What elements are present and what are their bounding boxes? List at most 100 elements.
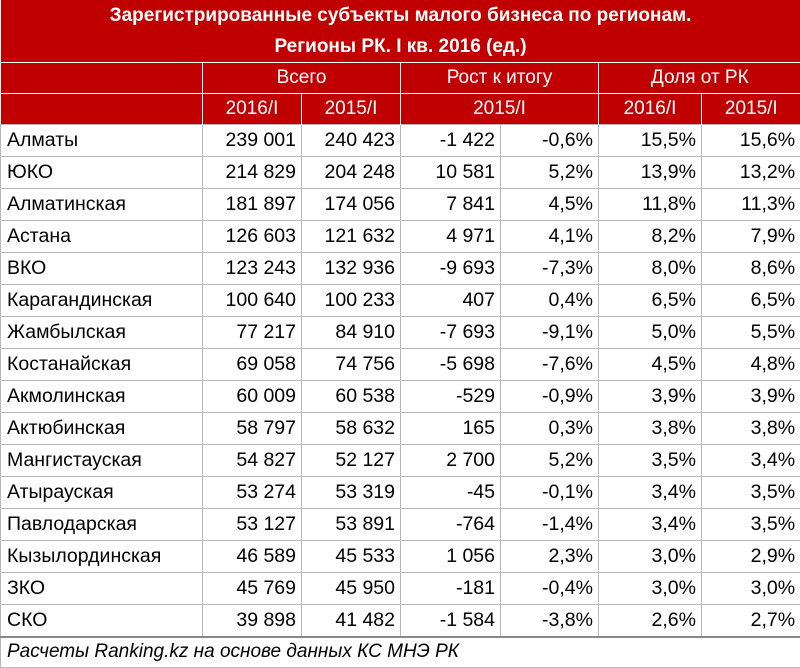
growth-pct-cell: 0,3% (501, 413, 599, 445)
total-2015-cell: 121 632 (302, 221, 401, 253)
share-2016-cell: 2,6% (599, 605, 702, 638)
share-2016-cell: 3,8% (599, 413, 702, 445)
total-2016-cell: 239 001 (203, 125, 302, 157)
share-2015-cell: 15,6% (702, 125, 800, 157)
share-2015-cell: 3,0% (702, 573, 800, 605)
total-2016-cell: 39 898 (203, 605, 302, 638)
region-name-cell: Актюбинская (1, 413, 203, 445)
sub-header-share-2015: 2015/I (702, 94, 800, 125)
region-name-cell: СКО (1, 605, 203, 638)
growth-pct-cell: -0,9% (501, 381, 599, 413)
total-2015-cell: 204 248 (302, 157, 401, 189)
total-2015-cell: 60 538 (302, 381, 401, 413)
total-2015-cell: 58 632 (302, 413, 401, 445)
total-2015-cell: 174 056 (302, 189, 401, 221)
growth-pct-cell: -7,3% (501, 253, 599, 285)
total-2015-cell: 45 533 (302, 541, 401, 573)
share-2015-cell: 11,3% (702, 189, 800, 221)
growth-abs-cell: 165 (401, 413, 501, 445)
share-2015-cell: 5,5% (702, 317, 800, 349)
share-2015-cell: 2,9% (702, 541, 800, 573)
growth-abs-cell: -181 (401, 573, 501, 605)
growth-abs-cell: -5 698 (401, 349, 501, 381)
total-2016-cell: 46 589 (203, 541, 302, 573)
share-2016-cell: 8,0% (599, 253, 702, 285)
share-2015-cell: 13,2% (702, 157, 800, 189)
growth-abs-cell: 4 971 (401, 221, 501, 253)
total-2016-cell: 53 127 (203, 509, 302, 541)
total-2015-cell: 74 756 (302, 349, 401, 381)
share-2016-cell: 8,2% (599, 221, 702, 253)
total-2015-cell: 84 910 (302, 317, 401, 349)
region-name-cell: Атырауская (1, 477, 203, 509)
table-title-line1: Зарегистрированные субъекты малого бизне… (1, 0, 800, 31)
total-2016-cell: 45 769 (203, 573, 302, 605)
growth-pct-cell: -1,4% (501, 509, 599, 541)
total-2016-cell: 126 603 (203, 221, 302, 253)
share-2016-cell: 13,9% (599, 157, 702, 189)
region-name-cell: Жамбылская (1, 317, 203, 349)
share-2016-cell: 6,5% (599, 285, 702, 317)
header-blank-cell (1, 63, 203, 94)
source-note: Расчеты Ranking.kz на основе данных КС М… (1, 637, 800, 667)
share-2015-cell: 3,5% (702, 477, 800, 509)
total-2016-cell: 77 217 (203, 317, 302, 349)
growth-pct-cell: 5,2% (501, 445, 599, 477)
region-name-cell: Астана (1, 221, 203, 253)
share-2015-cell: 3,5% (702, 509, 800, 541)
share-2016-cell: 3,9% (599, 381, 702, 413)
total-2015-cell: 41 482 (302, 605, 401, 638)
growth-abs-cell: 10 581 (401, 157, 501, 189)
growth-pct-cell: -9,1% (501, 317, 599, 349)
growth-abs-cell: -1 584 (401, 605, 501, 638)
growth-abs-cell: 407 (401, 285, 501, 317)
header-blank-cell (1, 94, 203, 125)
total-2016-cell: 58 797 (203, 413, 302, 445)
total-2016-cell: 123 243 (203, 253, 302, 285)
share-2016-cell: 3,4% (599, 477, 702, 509)
share-2016-cell: 3,5% (599, 445, 702, 477)
share-2015-cell: 4,8% (702, 349, 800, 381)
table-title-line2: Регионы РК. I кв. 2016 (ед.) (1, 31, 800, 63)
group-header-row: Всего Рост к итогу Доля от РК (1, 63, 800, 94)
total-2016-cell: 53 274 (203, 477, 302, 509)
region-name-cell: ВКО (1, 253, 203, 285)
region-name-cell: Кызылординская (1, 541, 203, 573)
growth-abs-cell: 1 056 (401, 541, 501, 573)
total-2016-cell: 214 829 (203, 157, 302, 189)
table-title-row: Зарегистрированные субъекты малого бизне… (1, 0, 800, 31)
region-name-cell: Мангистауская (1, 445, 203, 477)
share-2015-cell: 3,4% (702, 445, 800, 477)
growth-pct-cell: -0,6% (501, 125, 599, 157)
source-row: Расчеты Ranking.kz на основе данных КС М… (1, 637, 800, 667)
growth-pct-cell: -0,1% (501, 477, 599, 509)
total-2015-cell: 240 423 (302, 125, 401, 157)
share-2015-cell: 2,7% (702, 605, 800, 638)
sub-header-total-2015: 2015/I (302, 94, 401, 125)
share-2015-cell: 3,9% (702, 381, 800, 413)
growth-abs-cell: -9 693 (401, 253, 501, 285)
region-name-cell: ЗКО (1, 573, 203, 605)
region-name-cell: Павлодарская (1, 509, 203, 541)
growth-pct-cell: -3,8% (501, 605, 599, 638)
region-name-cell: Акмолинская (1, 381, 203, 413)
share-2015-cell: 8,6% (702, 253, 800, 285)
region-name-cell: Костанайская (1, 349, 203, 381)
total-2015-cell: 132 936 (302, 253, 401, 285)
share-2016-cell: 3,4% (599, 509, 702, 541)
share-2016-cell: 4,5% (599, 349, 702, 381)
growth-abs-cell: -764 (401, 509, 501, 541)
total-2015-cell: 52 127 (302, 445, 401, 477)
total-2016-cell: 69 058 (203, 349, 302, 381)
